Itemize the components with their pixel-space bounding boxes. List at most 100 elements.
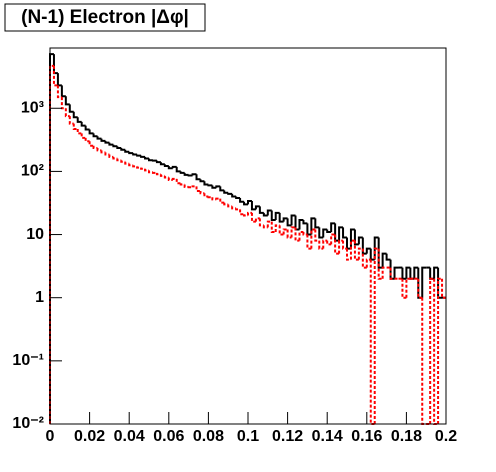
histogram-bin [258,206,264,214]
histogram-bin [322,239,328,249]
histogram-bin [203,193,209,198]
histogram-bin [243,201,248,206]
histogram-bin [318,227,324,239]
x-tick-label: 0.02 [74,428,105,445]
histogram-bin [274,224,280,232]
histogram-bin [219,198,225,204]
histogram-bin [231,206,237,210]
histogram-bin [163,175,169,179]
histogram-bin [353,240,359,261]
histogram-bin [239,209,245,216]
histogram-bin [195,174,201,181]
x-tick-label: 0.14 [312,428,343,445]
histogram-bin [199,190,205,195]
histogram-bin [207,184,213,187]
histogram-bin [80,133,86,139]
histogram-bin [191,185,197,188]
histogram-bin [282,217,288,222]
histogram-bin [357,247,363,260]
y-tick-label: 10⁻² [12,415,44,432]
histogram-bin [278,212,284,223]
histogram-bin [266,209,272,216]
histogram-bin [128,151,134,155]
histogram-bin [338,239,344,254]
histogram-bin [155,160,161,164]
histogram-bin [314,218,320,229]
histogram-bin [159,162,165,166]
histogram-bin [314,229,320,242]
title-box [4,3,206,32]
histogram-bin [84,137,90,143]
histogram-bin [330,233,336,245]
histogram-bin [353,229,359,246]
histogram-bin [266,220,272,228]
histogram-bin [223,190,229,194]
histogram-bin [191,173,197,176]
histogram-bin [262,225,268,229]
histogram-bin [120,160,126,163]
histogram-bin [310,217,316,235]
histogram-bin [140,155,146,158]
histogram-bin [326,240,332,246]
histogram-bin [401,278,407,299]
histogram-bin [243,214,248,217]
histogram-bin [163,164,169,167]
histogram-bin [92,133,98,138]
histogram-bin [286,218,292,227]
histogram-bin [211,197,217,201]
histogram-bin [385,253,391,261]
x-tick-label: 0.16 [351,428,382,445]
histogram-bin [441,278,446,299]
histogram-bin [80,121,86,127]
x-tick-label: 0.2 [435,428,457,445]
histogram-bin [413,266,419,279]
x-tick-label: 0.04 [114,428,145,445]
histogram-bin [326,229,332,233]
histogram-bin [148,158,153,162]
histogram-bin [373,247,379,424]
histogram-bin [417,278,423,299]
histogram-bin [342,227,347,239]
histogram-bin [104,152,110,156]
histogram-bin [76,128,82,135]
histogram-bin [437,277,443,424]
histogram-bin [227,204,233,208]
histogram-bin [254,205,260,210]
histogram-bin [128,163,134,167]
histogram-bin [151,171,157,174]
histogram-bin [262,212,268,217]
histogram-bin [250,200,256,211]
histogram-bin [64,108,70,118]
histogram-bin [258,218,264,227]
histogram-bin [342,240,347,250]
histogram-bin [108,154,114,158]
histogram-bin [76,117,82,123]
histogram-bin [250,212,256,223]
histogram-bin [144,168,149,172]
histogram-bin [167,177,173,182]
histogram-bin [104,140,110,144]
histogram-bin [49,64,54,424]
histogram-bin [124,161,130,165]
x-tick-label: 0.08 [193,428,224,445]
histogram-bin [278,225,284,236]
histogram-bin [215,197,221,200]
histogram-bin [346,248,351,261]
histogram-bin [286,229,292,239]
histogram-bin [179,183,185,186]
histogram-bin [274,211,280,221]
histogram-bin [421,266,427,298]
histogram-bin [132,153,138,156]
histogram-bin [136,154,142,157]
histogram-bin [235,196,241,199]
x-tick-label: 0.18 [391,428,422,445]
histogram-bin [72,111,78,119]
histogram-bin [155,172,161,176]
histogram-bin [322,228,328,238]
histogram-bin [195,186,201,192]
x-tick-label: 0 [46,428,55,445]
histogram-bin [270,210,276,222]
histogram-bin [405,266,411,279]
